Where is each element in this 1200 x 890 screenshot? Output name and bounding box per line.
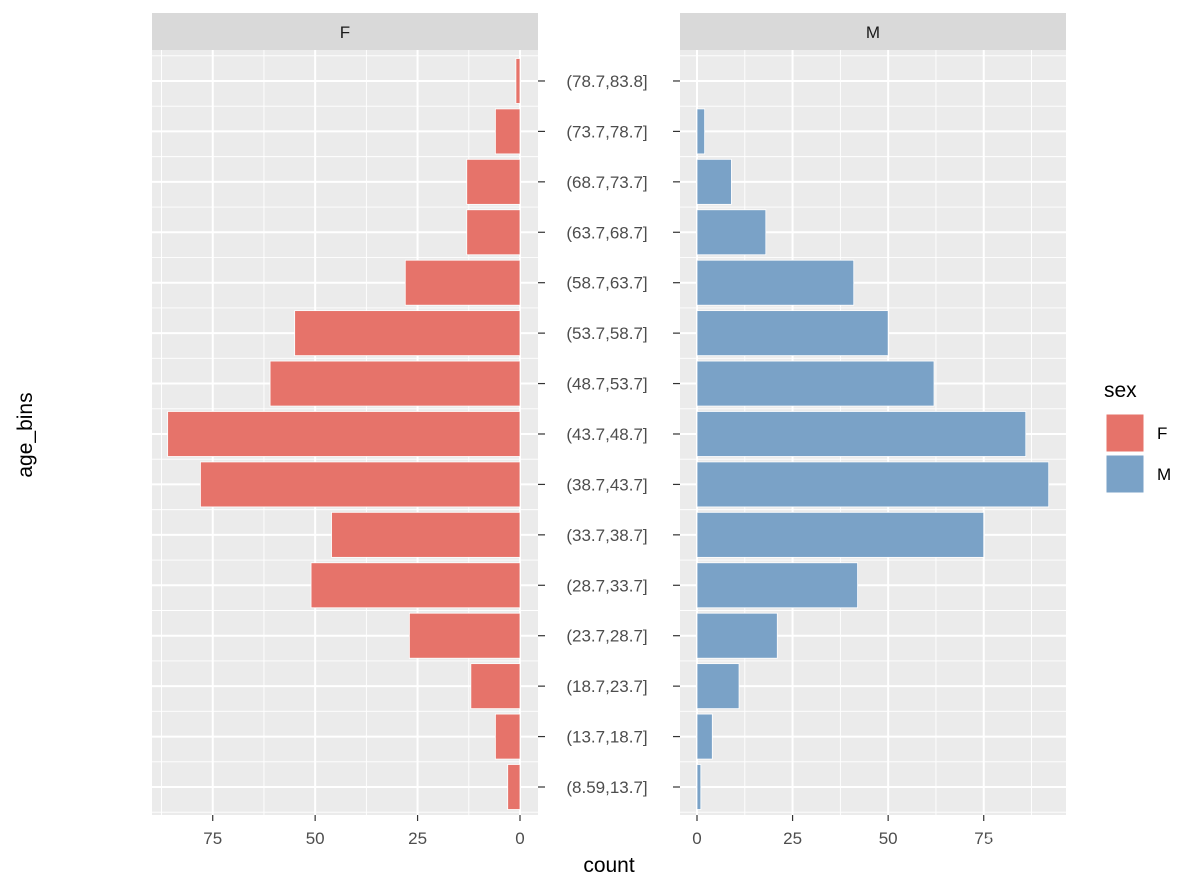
bar-f [200, 461, 521, 508]
watermark-text: 知乎 @名本无名 [910, 829, 1130, 864]
bar-f [310, 562, 521, 609]
bar-m [696, 461, 1050, 508]
bar-m [696, 310, 889, 357]
facet-label-f: F [340, 23, 350, 42]
legend-key-f [1105, 413, 1145, 453]
x-tick-label: 25 [783, 829, 802, 848]
y-tick-label: (8.59,13.7] [566, 778, 647, 797]
x-tick-label: 25 [408, 829, 427, 848]
bar-m [696, 158, 732, 205]
y-tick-label: (68.7,73.7] [566, 173, 647, 192]
y-tick-label: (58.7,63.7] [566, 274, 647, 293]
y-axis-title: age_bins [14, 392, 37, 477]
y-tick-label: (48.7,53.7] [566, 375, 647, 394]
bar-f [294, 310, 521, 357]
legend: sex F M [1104, 379, 1171, 494]
bar-f [408, 612, 521, 659]
legend-label-f: F [1157, 424, 1167, 443]
bar-f [495, 108, 521, 155]
facet-label-m: M [866, 23, 880, 42]
bar-f [466, 209, 521, 256]
y-tick-label: (23.7,28.7] [566, 627, 647, 646]
facet-strip-f [152, 13, 538, 50]
x-tick-label: 75 [974, 829, 993, 848]
bar-f [269, 360, 521, 407]
y-tick-label: (33.7,38.7] [566, 526, 647, 545]
bar-f [507, 764, 521, 810]
y-tick-label: (38.7,43.7] [566, 475, 647, 494]
x-tick-label: 0 [515, 829, 524, 848]
x-tick-label: 50 [306, 829, 325, 848]
bar-f [331, 511, 521, 558]
legend-key-m [1105, 454, 1145, 494]
y-tick-label: (63.7,68.7] [566, 223, 647, 242]
bar-m [696, 562, 858, 609]
bar-m [696, 259, 855, 306]
legend-title: sex [1104, 379, 1137, 402]
bar-f [167, 411, 521, 457]
y-tick-label: (73.7,78.7] [566, 122, 647, 141]
y-tick-label: (53.7,58.7] [566, 324, 647, 343]
x-tick-label: 50 [879, 829, 898, 848]
bar-f [466, 158, 521, 205]
facet-strip-m [680, 13, 1066, 50]
y-tick-label: (28.7,33.7] [566, 576, 647, 595]
bar-f [404, 259, 521, 306]
bar-m [696, 764, 702, 810]
y-tick-label: (18.7,23.7] [566, 677, 647, 696]
x-axis-title: count [583, 854, 635, 877]
legend-label-m: M [1157, 465, 1171, 484]
bar-m [696, 663, 740, 710]
bar-m [696, 713, 713, 760]
y-tick-label: (43.7,48.7] [566, 425, 647, 444]
x-tick-label: 75 [203, 829, 222, 848]
bar-m [696, 511, 985, 558]
bar-f [495, 713, 521, 760]
y-tick-label: (78.7,83.8] [566, 72, 647, 91]
bar-m [696, 612, 778, 659]
bar-f [515, 58, 521, 104]
bar-m [696, 108, 706, 155]
y-tick-label: (13.7,18.7] [566, 728, 647, 747]
bar-m [696, 411, 1027, 457]
x-tick-label: 0 [692, 829, 701, 848]
bar-m [696, 209, 767, 256]
bar-f [470, 663, 521, 710]
bar-m [696, 360, 935, 407]
